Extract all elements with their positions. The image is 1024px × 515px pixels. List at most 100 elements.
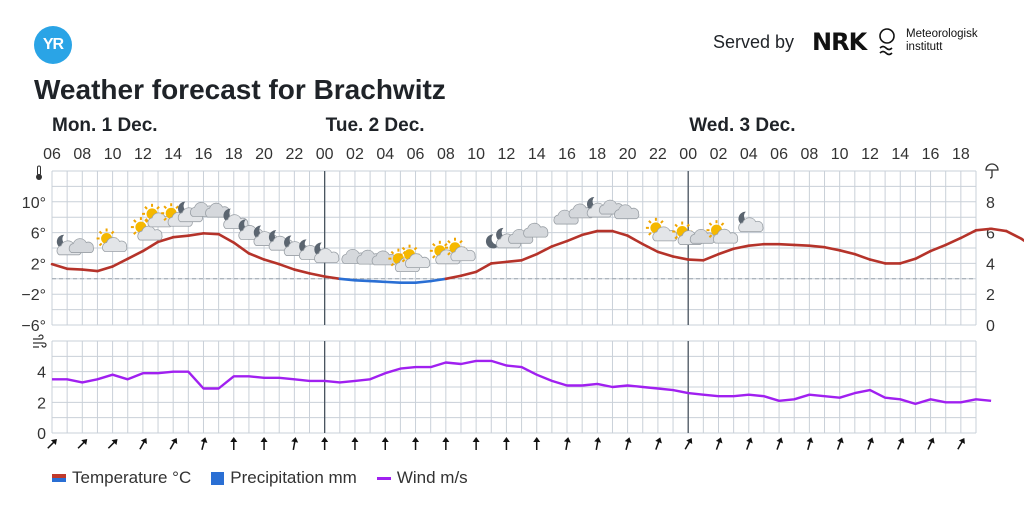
temperature-line-segment	[232, 241, 251, 255]
legend-precipitation-swatch	[211, 471, 225, 485]
clear-night-icon	[485, 234, 500, 249]
hour-tick-label: 20	[255, 146, 273, 163]
hour-tick-label: 22	[649, 146, 667, 163]
hour-tick-label: 22	[285, 146, 303, 163]
temperature-line-segment	[80, 268, 99, 273]
precipitation-tick-label: 0	[986, 318, 995, 335]
temperature-line-segment	[111, 257, 130, 268]
thermometer-icon	[36, 165, 42, 180]
temperature-line-segment	[141, 240, 160, 253]
temperature-line-segment	[323, 275, 342, 281]
wind-direction-arrow	[867, 437, 874, 450]
hour-tick-label: 00	[679, 146, 697, 163]
wind-direction-arrow	[321, 437, 329, 450]
day-label: Wed. 3 Dec.	[689, 115, 796, 136]
legend-wind: Wind m/s	[376, 468, 468, 488]
yr-logo[interactable]: YR	[34, 26, 72, 64]
hour-tick-label: 06	[407, 146, 425, 163]
hour-tick-label: 04	[740, 146, 758, 163]
temperature-line-segment	[202, 232, 220, 236]
hour-tick-label: 16	[195, 146, 213, 163]
hour-tick-label: 14	[891, 146, 909, 163]
wind-direction-arrow	[836, 437, 844, 450]
temperature-line-segment	[747, 242, 766, 247]
served-by-label: Served by	[713, 32, 795, 52]
temperature-line-segment	[808, 244, 826, 249]
temperature-line-segment	[459, 270, 478, 278]
partly-cloudy-night-icon	[177, 201, 203, 223]
temperature-line-segment	[929, 243, 948, 253]
legend-wind-swatch	[376, 476, 391, 480]
met-line-2: institutt	[906, 41, 943, 53]
legend-wind-label: Wind m/s	[396, 468, 468, 487]
temperature-line-segment	[247, 252, 266, 261]
hour-tick-label: 10	[831, 146, 849, 163]
temperature-line-segment	[989, 227, 1008, 233]
hour-tick-label: 06	[770, 146, 788, 163]
temperature-line-segment	[959, 228, 978, 240]
temperature-line-segment	[732, 244, 751, 251]
wind-direction-arrow	[624, 437, 632, 450]
partly-cloudy-day-icon	[444, 237, 476, 262]
hour-tick-label: 16	[558, 146, 576, 163]
hour-tick-label: 18	[225, 146, 243, 163]
temperature-line-segment	[974, 227, 993, 232]
hour-tick-label: 12	[861, 146, 879, 163]
wind-tick-label: 4	[37, 365, 46, 382]
temperature-line-segment	[702, 252, 720, 262]
temperature-line-segment	[293, 268, 311, 275]
temperature-line-segment	[171, 234, 190, 239]
temperature-line-segment	[65, 267, 84, 271]
nrk-logo[interactable]: NRK	[812, 28, 867, 56]
temperature-line-segment	[853, 252, 872, 261]
hour-tick-label: 10	[104, 146, 122, 163]
hour-tick-label: 08	[437, 146, 455, 163]
temperature-tick-label: 10°	[22, 195, 46, 212]
wind-direction-arrow	[472, 437, 480, 450]
temperature-line-segment	[308, 272, 326, 278]
temperature-line-segment	[353, 279, 372, 283]
temperature-line-segment	[868, 258, 887, 265]
precipitation-tick-label: 2	[986, 287, 995, 304]
partly-cloudy-day-icon	[399, 244, 431, 269]
hour-tick-label: 14	[164, 146, 182, 163]
wind-direction-arrow	[776, 437, 784, 450]
temperature-line-segment	[823, 245, 841, 252]
hour-tick-label: 16	[922, 146, 940, 163]
day-label: Mon. 1 Dec.	[52, 115, 158, 136]
temperature-line-segment	[914, 249, 932, 261]
temperature-line-segment	[414, 279, 432, 284]
temperature-line-segment	[474, 262, 493, 274]
temperature-line-segment	[1004, 229, 1023, 241]
hour-tick-label: 18	[588, 146, 606, 163]
umbrella-icon	[985, 163, 999, 179]
temperature-line-segment	[277, 262, 296, 271]
precipitation-tick-label: 6	[986, 226, 995, 243]
wind-direction-arrow	[684, 437, 693, 450]
hour-tick-label: 00	[316, 146, 334, 163]
yr-logo-text: YR	[42, 36, 64, 53]
temperature-line-segment	[429, 277, 448, 283]
partly-cloudy-day-icon	[142, 203, 173, 228]
temperature-line-segment	[126, 249, 145, 261]
hour-tick-label: 14	[528, 146, 546, 163]
temperature-line-segment	[671, 255, 690, 261]
temperature-line-segment	[777, 242, 796, 247]
wind-direction-arrow	[897, 437, 905, 450]
partly-cloudy-night-icon	[314, 242, 340, 263]
temperature-line-segment	[535, 245, 554, 256]
met-institute-logo[interactable]: Meteorologisk institutt	[906, 28, 978, 54]
temperature-tick-label: 2°	[31, 256, 46, 273]
hour-tick-label: 02	[710, 146, 728, 163]
temperature-line-segment	[96, 265, 114, 273]
temperature-line-segment	[626, 234, 645, 246]
wind-direction-arrow	[47, 439, 57, 449]
wind-tick-label: 2	[37, 395, 46, 412]
temperature-line-segment	[898, 257, 917, 265]
precipitation-tick-label: 8	[986, 195, 995, 212]
cloudy-icon	[614, 204, 640, 220]
temperature-line-segment	[187, 232, 205, 237]
wind-direction-arrow	[381, 437, 389, 450]
temperature-line-segment	[656, 250, 675, 258]
temperature-line-segment	[489, 260, 508, 265]
